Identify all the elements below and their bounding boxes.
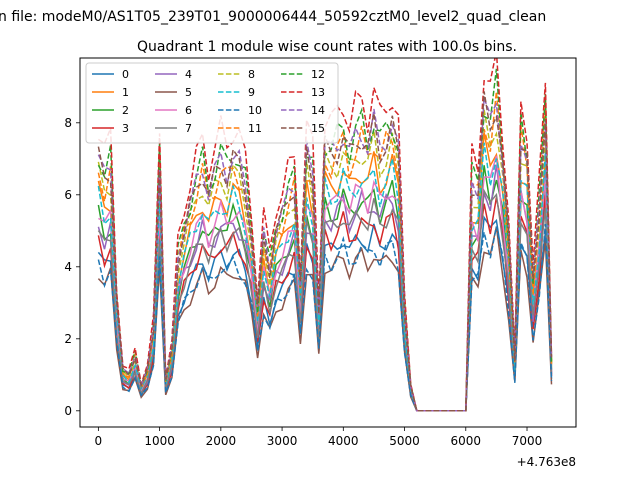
legend-label: 4 (185, 68, 192, 81)
x-tick-label: 5000 (389, 434, 420, 448)
legend-label: 11 (248, 122, 262, 135)
y-tick-label: 0 (64, 404, 72, 418)
legend-box (85, 62, 339, 144)
legend-label: 13 (311, 86, 325, 99)
series-line-10 (97, 223, 553, 412)
y-tick-label: 8 (64, 116, 72, 130)
chart-title: Quadrant 1 module wise count rates with … (137, 39, 517, 55)
legend-label: 7 (185, 122, 192, 135)
x-tick-label: 0 (95, 434, 103, 448)
x-tick-label: 4000 (328, 434, 359, 448)
legend-label: 5 (185, 86, 192, 99)
legend-label: 9 (248, 86, 255, 99)
x-tick-label: 3000 (267, 434, 298, 448)
legend-label: 10 (248, 104, 262, 117)
x-tick-label: 1000 (144, 434, 175, 448)
legend-label: 8 (248, 68, 255, 81)
series-layer (97, 58, 553, 412)
x-offset-label: +4.763e8 (517, 455, 576, 469)
legend-label: 14 (311, 104, 325, 117)
plot-frame (79, 57, 577, 428)
legend-label: 6 (185, 104, 192, 117)
x-tick-label: 2000 (206, 434, 237, 448)
x-tick-label: 6000 (451, 434, 482, 448)
y-tick-label: 2 (64, 332, 72, 346)
x-axis: 0 1000 2000 3000 4000 5000 6000 7000 (95, 427, 543, 448)
legend-label: 12 (311, 68, 325, 81)
legend-label: 2 (122, 104, 129, 117)
x-tick-label: 7000 (512, 434, 543, 448)
y-tick-label: 4 (64, 260, 72, 274)
figure-suptitle: n file: modeM0/AS1T05_239T01_9000006444_… (0, 9, 546, 25)
y-axis: 0 2 4 6 8 (64, 116, 80, 418)
legend-label: 0 (122, 68, 129, 81)
legend-label: 3 (122, 122, 129, 135)
legend-label: 1 (122, 86, 129, 99)
y-tick-label: 6 (64, 188, 72, 202)
legend-label: 15 (311, 122, 325, 135)
